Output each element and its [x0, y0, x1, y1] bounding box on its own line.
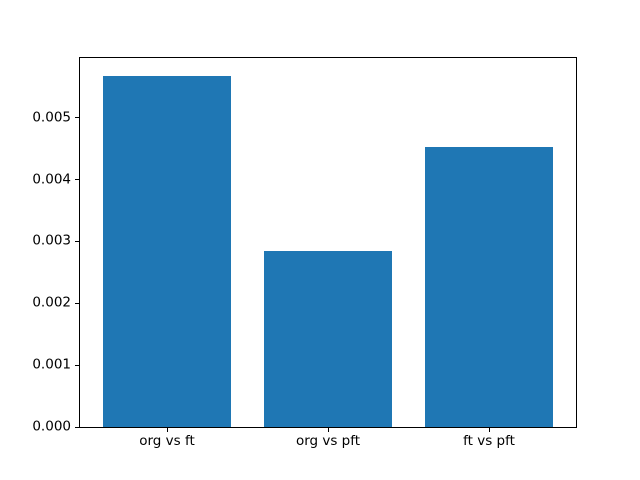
- y-tick: [75, 179, 79, 180]
- plot-area: org vs ft org vs pft ft vs pft 0.000 0.001 0.…: [32, 57, 577, 448]
- y-tick-label: 0.002: [32, 294, 71, 311]
- bar-org-vs-ft: [102, 75, 232, 427]
- x-tick: [166, 428, 168, 432]
- y-tick-label: 0.001: [32, 356, 71, 373]
- y-tick-label: 0.004: [32, 170, 71, 187]
- y-tick-label: 0.000: [32, 418, 71, 435]
- x-tick: [488, 428, 490, 432]
- x-tick-label: org vs ft: [139, 433, 195, 449]
- y-tick: [75, 302, 79, 304]
- x-tick-label: org vs pft: [295, 433, 361, 449]
- x-tick: [327, 428, 329, 432]
- y-tick: [75, 426, 79, 428]
- y-tick-label: 0.003: [32, 232, 71, 249]
- y-tick-label: 0.005: [32, 108, 71, 125]
- x-tick-label: ft vs pft: [463, 433, 515, 449]
- bar-org-vs-pft: [263, 251, 393, 427]
- y-tick: [75, 364, 79, 366]
- y-tick: [75, 240, 79, 242]
- y-tick: [75, 117, 79, 119]
- bar-ft-vs-pft: [424, 147, 554, 427]
